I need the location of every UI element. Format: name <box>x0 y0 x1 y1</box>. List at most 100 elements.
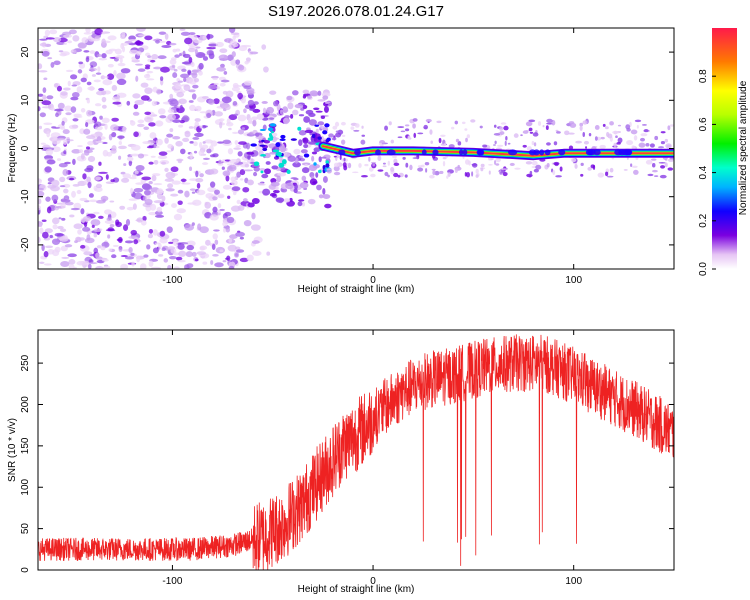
noise-blob <box>222 227 227 233</box>
ridge-halo-blob <box>480 163 485 168</box>
x-tick-label: 100 <box>565 275 582 286</box>
ridge-halo-blob <box>522 130 529 134</box>
noise-blob <box>226 118 231 125</box>
noise-blob <box>181 68 187 72</box>
ridge-halo-blob <box>494 140 497 145</box>
noise-blob <box>171 180 182 185</box>
noise-blob <box>133 188 144 193</box>
noise-blob <box>80 108 86 113</box>
noise-blob <box>290 177 298 180</box>
ridge-halo-blob <box>640 137 645 142</box>
noise-blob <box>198 141 203 149</box>
noise-blob <box>173 213 183 221</box>
ridge-halo-blob <box>545 125 549 130</box>
noise-blob <box>271 137 280 140</box>
noise-blob <box>70 49 77 54</box>
noise-blob <box>283 151 291 158</box>
noise-blob <box>246 254 254 262</box>
noise-blob <box>224 211 232 217</box>
ridge-halo-blob <box>526 173 533 178</box>
noise-blob <box>38 187 45 191</box>
noise-blob <box>67 253 77 258</box>
noise-blob <box>264 168 271 175</box>
ridge-halo-blob <box>555 175 562 178</box>
noise-blob <box>71 149 81 154</box>
noise-blob <box>41 100 52 106</box>
noise-blob <box>303 116 311 123</box>
noise-blob <box>192 136 200 140</box>
hot-spot <box>272 149 280 153</box>
noise-blob <box>195 178 204 183</box>
noise-blob <box>60 126 66 130</box>
ridge-halo-blob <box>342 162 347 168</box>
noise-blob <box>120 68 131 74</box>
noise-blob <box>106 217 112 221</box>
ridge-halo-blob <box>454 120 458 125</box>
snr-line <box>38 334 674 570</box>
hot-spot <box>281 159 287 165</box>
noise-blob <box>217 194 224 198</box>
noise-blob <box>61 217 66 221</box>
ridge-halo-blob <box>652 169 658 173</box>
noise-blob <box>111 254 117 259</box>
ridge-halo-blob <box>482 144 488 148</box>
noise-blob <box>268 117 275 120</box>
noise-blob <box>88 67 98 72</box>
hot-spot <box>279 138 286 141</box>
noise-blob <box>111 117 119 122</box>
noise-blob <box>107 63 114 68</box>
noise-blob <box>214 111 223 117</box>
spectrogram-x-ticks: -100 0 100 <box>162 28 582 286</box>
noise-blob <box>130 229 137 236</box>
noise-blob <box>171 203 177 209</box>
noise-blob <box>125 218 131 226</box>
ridge-halo-blob <box>413 132 417 138</box>
noise-blob <box>42 94 47 100</box>
noise-blob <box>243 219 252 227</box>
noise-blob <box>136 217 143 223</box>
noise-blob <box>77 69 83 74</box>
noise-blob <box>169 128 174 133</box>
noise-blob <box>308 112 316 118</box>
noise-blob <box>71 190 76 198</box>
noise-blob <box>250 224 261 231</box>
ridge-halo-blob <box>660 141 666 145</box>
noise-blob <box>218 100 224 105</box>
ridge-halo-blob <box>368 167 374 172</box>
noise-blob <box>308 119 317 126</box>
ridge-halo-blob <box>328 133 334 138</box>
noise-blob <box>95 252 100 259</box>
ridge-halo-blob <box>531 160 538 166</box>
noise-blob <box>82 226 91 232</box>
y-tick-label: 250 <box>20 354 31 371</box>
noise-blob <box>146 70 154 74</box>
noise-blob <box>161 247 166 252</box>
hot-spot <box>260 170 264 174</box>
noise-blob <box>119 57 123 64</box>
noise-blob <box>45 37 55 40</box>
noise-blob <box>175 48 181 52</box>
noise-blob <box>133 103 139 110</box>
noise-blob <box>105 174 109 180</box>
noise-blob <box>294 183 298 190</box>
noise-blob <box>85 28 91 33</box>
ridge-halo-blob <box>429 129 433 135</box>
noise-blob <box>263 152 271 159</box>
noise-blob <box>234 140 239 145</box>
x-tick-label: -100 <box>162 275 182 286</box>
noise-blob <box>95 265 104 269</box>
noise-blob <box>219 121 223 129</box>
ridge-halo-blob <box>633 135 638 141</box>
noise-blob <box>178 124 184 128</box>
noise-blob <box>313 147 321 153</box>
noise-blob <box>225 175 230 182</box>
noise-blob <box>165 188 175 192</box>
noise-blob <box>191 191 196 194</box>
noise-blob <box>229 234 238 239</box>
hot-spot <box>250 143 257 147</box>
ridge-halo-blob <box>556 131 561 134</box>
noise-blob <box>143 184 153 191</box>
noise-blob <box>124 40 133 44</box>
ridge-halo-blob <box>448 144 455 149</box>
noise-blob <box>255 132 260 137</box>
